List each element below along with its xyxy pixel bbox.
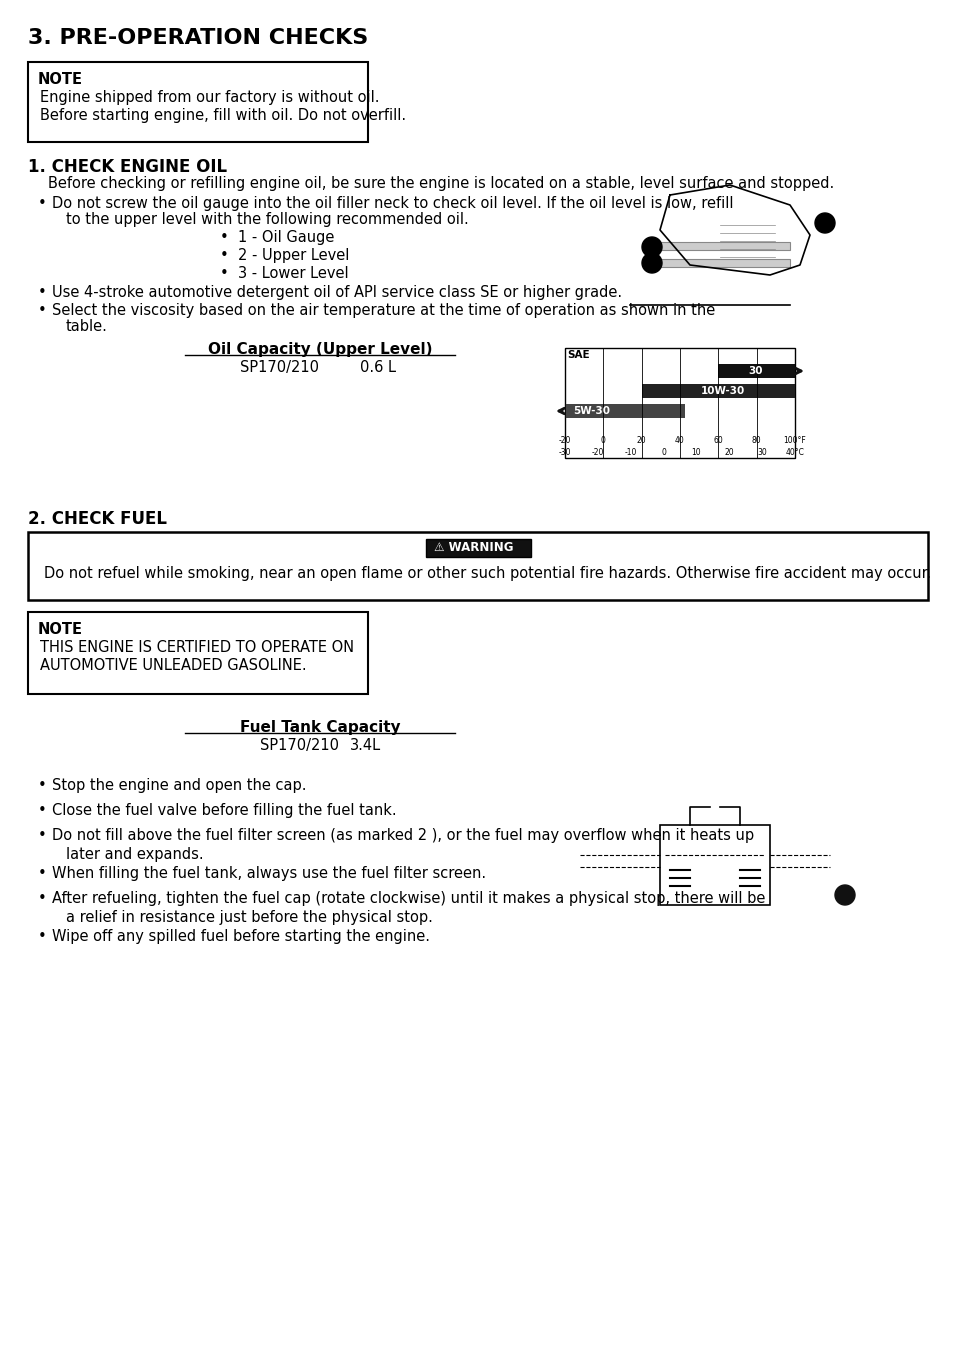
Text: Engine shipped from our factory is without oil.: Engine shipped from our factory is witho… [40,90,379,105]
Text: 1. CHECK ENGINE OIL: 1. CHECK ENGINE OIL [28,158,227,175]
Bar [641,384,794,398]
Text: 3: 3 [648,258,655,267]
Text: Use 4-stroke automotive detergent oil of API service class SE or higher grade.: Use 4-stroke automotive detergent oil of… [52,285,621,299]
Text: -20: -20 [558,436,571,445]
Text: •: • [38,866,47,881]
Text: 0: 0 [660,448,665,457]
Bar [659,259,789,267]
Text: AUTOMOTIVE UNLEADED GASOLINE.: AUTOMOTIVE UNLEADED GASOLINE. [40,658,306,673]
Text: 100°F: 100°F [782,436,805,445]
Text: to the upper level with the following recommended oil.: to the upper level with the following re… [66,212,468,227]
Text: 5W-30: 5W-30 [573,406,609,415]
Bar [718,364,794,378]
Text: 10W-30: 10W-30 [700,386,743,397]
Bar [28,62,368,142]
Text: •: • [38,304,47,318]
Text: 80: 80 [751,436,760,445]
Bar [564,348,794,459]
Text: -30: -30 [558,448,571,457]
Text: Before checking or refilling engine oil, be sure the engine is located on a stab: Before checking or refilling engine oil,… [48,175,833,192]
Text: SAE: SAE [566,349,589,360]
Text: •: • [38,778,47,793]
Text: Wipe off any spilled fuel before starting the engine.: Wipe off any spilled fuel before startin… [52,929,430,944]
Text: 10: 10 [691,448,700,457]
Text: 60: 60 [713,436,722,445]
Text: •  1 - Oil Gauge: • 1 - Oil Gauge [220,229,334,246]
Text: 0.6 L: 0.6 L [359,360,395,375]
Text: 1: 1 [821,217,828,227]
Text: ⚠ WARNING: ⚠ WARNING [434,541,513,554]
Text: •: • [38,196,47,210]
Text: After refueling, tighten the fuel cap (rotate clockwise) until it makes a physic: After refueling, tighten the fuel cap (r… [52,890,764,907]
Text: NOTE: NOTE [38,622,83,637]
Text: 2. CHECK FUEL: 2. CHECK FUEL [28,510,167,527]
Text: Oil Capacity (Upper Level): Oil Capacity (Upper Level) [208,343,432,357]
Text: 3. PRE-OPERATION CHECKS: 3. PRE-OPERATION CHECKS [28,28,368,49]
Text: •: • [38,929,47,944]
Circle shape [834,885,854,905]
Text: 20: 20 [637,436,646,445]
Text: •: • [38,890,47,907]
Text: -20: -20 [591,448,603,457]
Text: 40°C: 40°C [784,448,803,457]
Bar [659,241,789,250]
Text: -10: -10 [624,448,637,457]
Text: 30: 30 [757,448,766,457]
Text: •: • [38,285,47,299]
Text: 30: 30 [748,366,762,376]
Text: table.: table. [66,318,108,335]
Bar [564,403,684,418]
Text: Close the fuel valve before filling the fuel tank.: Close the fuel valve before filling the … [52,803,396,817]
Circle shape [641,254,661,272]
Bar [659,826,769,905]
Text: When filling the fuel tank, always use the fuel filter screen.: When filling the fuel tank, always use t… [52,866,486,881]
Text: 0: 0 [600,436,605,445]
Text: 2: 2 [648,241,655,251]
Text: NOTE: NOTE [38,71,83,86]
Bar [28,612,368,693]
Text: 40: 40 [675,436,684,445]
Text: 20: 20 [723,448,733,457]
Text: Stop the engine and open the cap.: Stop the engine and open the cap. [52,778,306,793]
Text: 2: 2 [841,889,848,898]
Text: Select the viscosity based on the air temperature at the time of operation as sh: Select the viscosity based on the air te… [52,304,715,318]
Text: Do not fill above the fuel filter screen (as marked 2 ), or the fuel may overflo: Do not fill above the fuel filter screen… [52,828,753,843]
Text: •  2 - Upper Level: • 2 - Upper Level [220,248,349,263]
Circle shape [814,213,834,233]
Text: •: • [38,828,47,843]
Bar [28,532,927,600]
Circle shape [641,237,661,258]
Text: 3.4L: 3.4L [350,738,381,753]
Text: Before starting engine, fill with oil. Do not overfill.: Before starting engine, fill with oil. D… [40,108,406,123]
Text: •  3 - Lower Level: • 3 - Lower Level [220,266,348,281]
Text: later and expands.: later and expands. [66,847,203,862]
Text: Do not refuel while smoking, near an open flame or other such potential fire haz: Do not refuel while smoking, near an ope… [44,567,930,581]
Text: THIS ENGINE IS CERTIFIED TO OPERATE ON: THIS ENGINE IS CERTIFIED TO OPERATE ON [40,639,354,656]
Text: •: • [38,803,47,817]
Text: Fuel Tank Capacity: Fuel Tank Capacity [239,720,400,735]
Text: SP170/210: SP170/210 [240,360,318,375]
Text: SP170/210: SP170/210 [260,738,338,753]
Bar [426,540,531,557]
Text: a relief in resistance just before the physical stop.: a relief in resistance just before the p… [66,911,433,925]
Text: Do not screw the oil gauge into the oil filler neck to check oil level. If the o: Do not screw the oil gauge into the oil … [52,196,733,210]
